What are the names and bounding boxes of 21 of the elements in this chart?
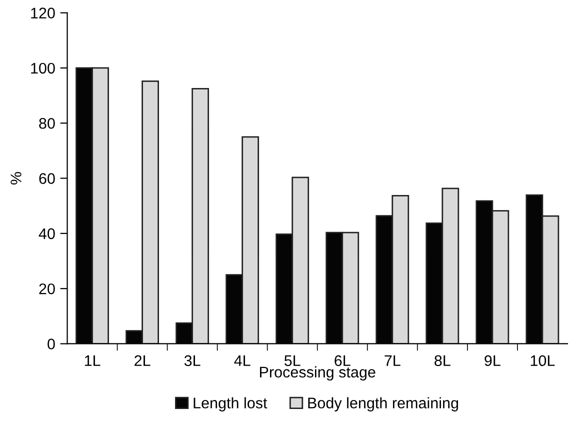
- x-tick-label: 8L: [434, 355, 450, 366]
- y-tick-label: 20: [39, 283, 55, 294]
- x-tick-label: 5L: [284, 355, 300, 366]
- x-tick-label: 1L: [84, 355, 100, 366]
- x-tick-label: 3L: [184, 355, 200, 366]
- x-tick-label: 10L: [530, 355, 555, 366]
- y-tick-label: 0: [48, 338, 55, 350]
- legend-label: Length lost: [194, 397, 268, 412]
- x-axis-title: Processing stage: [260, 366, 376, 381]
- x-tick-label: 6L: [334, 355, 350, 366]
- legend-label: Body length remaining: [308, 397, 458, 412]
- y-axis-title: %: [10, 172, 22, 185]
- y-tick-label: 80: [39, 118, 55, 129]
- y-tick-label: 40: [38, 228, 55, 240]
- y-tick-label: 100: [31, 62, 55, 74]
- x-tick-label: 2L: [134, 355, 150, 366]
- x-tick-label: 9L: [484, 355, 500, 366]
- y-tick-label: 60: [39, 173, 55, 184]
- x-tick-label: 7L: [384, 355, 400, 366]
- x-tick-label: 4L: [234, 355, 250, 366]
- y-tick-label: 120: [31, 8, 55, 18]
